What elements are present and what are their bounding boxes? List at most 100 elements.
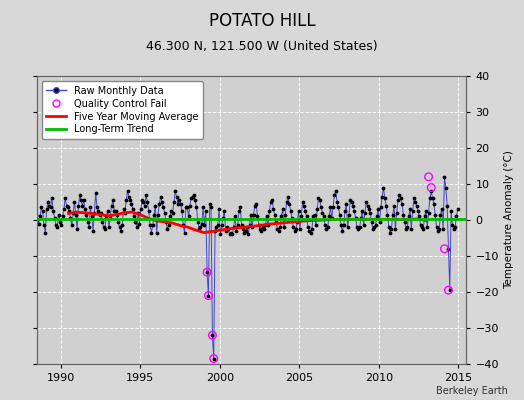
Point <box>73 226 81 232</box>
Point <box>431 211 440 218</box>
Point <box>285 201 293 207</box>
Point <box>436 211 445 218</box>
Point <box>49 208 58 214</box>
Point <box>335 211 344 218</box>
Point <box>332 188 340 194</box>
Point <box>127 201 136 207</box>
Point <box>378 193 386 200</box>
Point <box>398 201 406 207</box>
Point <box>322 226 331 232</box>
Point <box>442 184 450 191</box>
Point <box>225 231 234 238</box>
Point <box>70 199 79 205</box>
Point <box>216 231 225 238</box>
Point <box>205 201 214 207</box>
Point <box>245 222 254 229</box>
Point <box>275 228 283 234</box>
Point <box>281 211 290 218</box>
Point <box>36 213 44 220</box>
Point <box>146 222 154 229</box>
Point <box>65 208 73 214</box>
Point <box>370 224 378 230</box>
Point <box>424 210 433 216</box>
Point <box>106 213 114 220</box>
Point <box>166 213 174 220</box>
Point <box>92 190 100 196</box>
Point <box>118 222 126 229</box>
Point <box>105 224 113 230</box>
Point <box>257 228 266 234</box>
Point <box>385 224 393 230</box>
Point <box>40 222 48 229</box>
Point <box>123 188 132 194</box>
Legend: Raw Monthly Data, Quality Control Fail, Five Year Moving Average, Long-Term Tren: Raw Monthly Data, Quality Control Fail, … <box>41 81 203 139</box>
Point <box>252 201 260 207</box>
Point <box>202 208 210 214</box>
Point <box>132 218 140 225</box>
Point <box>77 197 85 203</box>
Point <box>29 204 38 210</box>
Point <box>68 222 76 229</box>
Point <box>443 202 451 209</box>
Point <box>411 199 420 205</box>
Point <box>45 202 53 209</box>
Point <box>80 197 88 203</box>
Point <box>239 226 247 232</box>
Point <box>94 208 103 214</box>
Point <box>122 197 130 203</box>
Point <box>369 226 377 232</box>
Point <box>184 213 193 220</box>
Point <box>82 211 91 218</box>
Point <box>420 213 429 220</box>
Point <box>167 208 176 214</box>
Point <box>440 246 449 252</box>
Point <box>249 211 258 218</box>
Point <box>342 201 351 207</box>
Point <box>230 224 238 230</box>
Point <box>353 224 361 230</box>
Point <box>423 224 431 230</box>
Text: 46.300 N, 121.500 W (United States): 46.300 N, 121.500 W (United States) <box>146 40 378 53</box>
Point <box>60 206 68 212</box>
Point <box>54 211 63 218</box>
Point <box>204 292 213 299</box>
Point <box>48 195 56 202</box>
Point <box>35 220 43 227</box>
Point <box>147 229 156 236</box>
Point <box>151 202 160 209</box>
Point <box>175 197 183 203</box>
Point <box>261 222 270 229</box>
Point <box>215 206 223 212</box>
Point <box>337 222 345 229</box>
Point <box>172 193 181 200</box>
Point <box>208 332 216 338</box>
Point <box>155 201 163 207</box>
Point <box>250 202 259 209</box>
Point <box>297 213 305 220</box>
Point <box>187 195 195 202</box>
Text: Berkeley Earth: Berkeley Earth <box>436 386 508 396</box>
Point <box>298 199 307 205</box>
Point <box>314 195 323 202</box>
Point <box>383 211 391 218</box>
Point <box>269 206 278 212</box>
Point <box>345 211 353 218</box>
Point <box>294 208 303 214</box>
Point <box>329 204 337 210</box>
Point <box>93 204 101 210</box>
Point <box>199 204 208 210</box>
Point <box>403 224 411 230</box>
Point <box>212 224 221 230</box>
Point <box>102 213 111 220</box>
Point <box>318 210 326 216</box>
Point <box>207 204 215 210</box>
Point <box>130 213 138 220</box>
Point <box>343 224 352 230</box>
Point <box>200 222 209 229</box>
Point <box>284 193 292 200</box>
Point <box>121 210 129 216</box>
Point <box>128 206 137 212</box>
Point <box>37 204 46 210</box>
Point <box>265 208 274 214</box>
Point <box>52 222 60 229</box>
